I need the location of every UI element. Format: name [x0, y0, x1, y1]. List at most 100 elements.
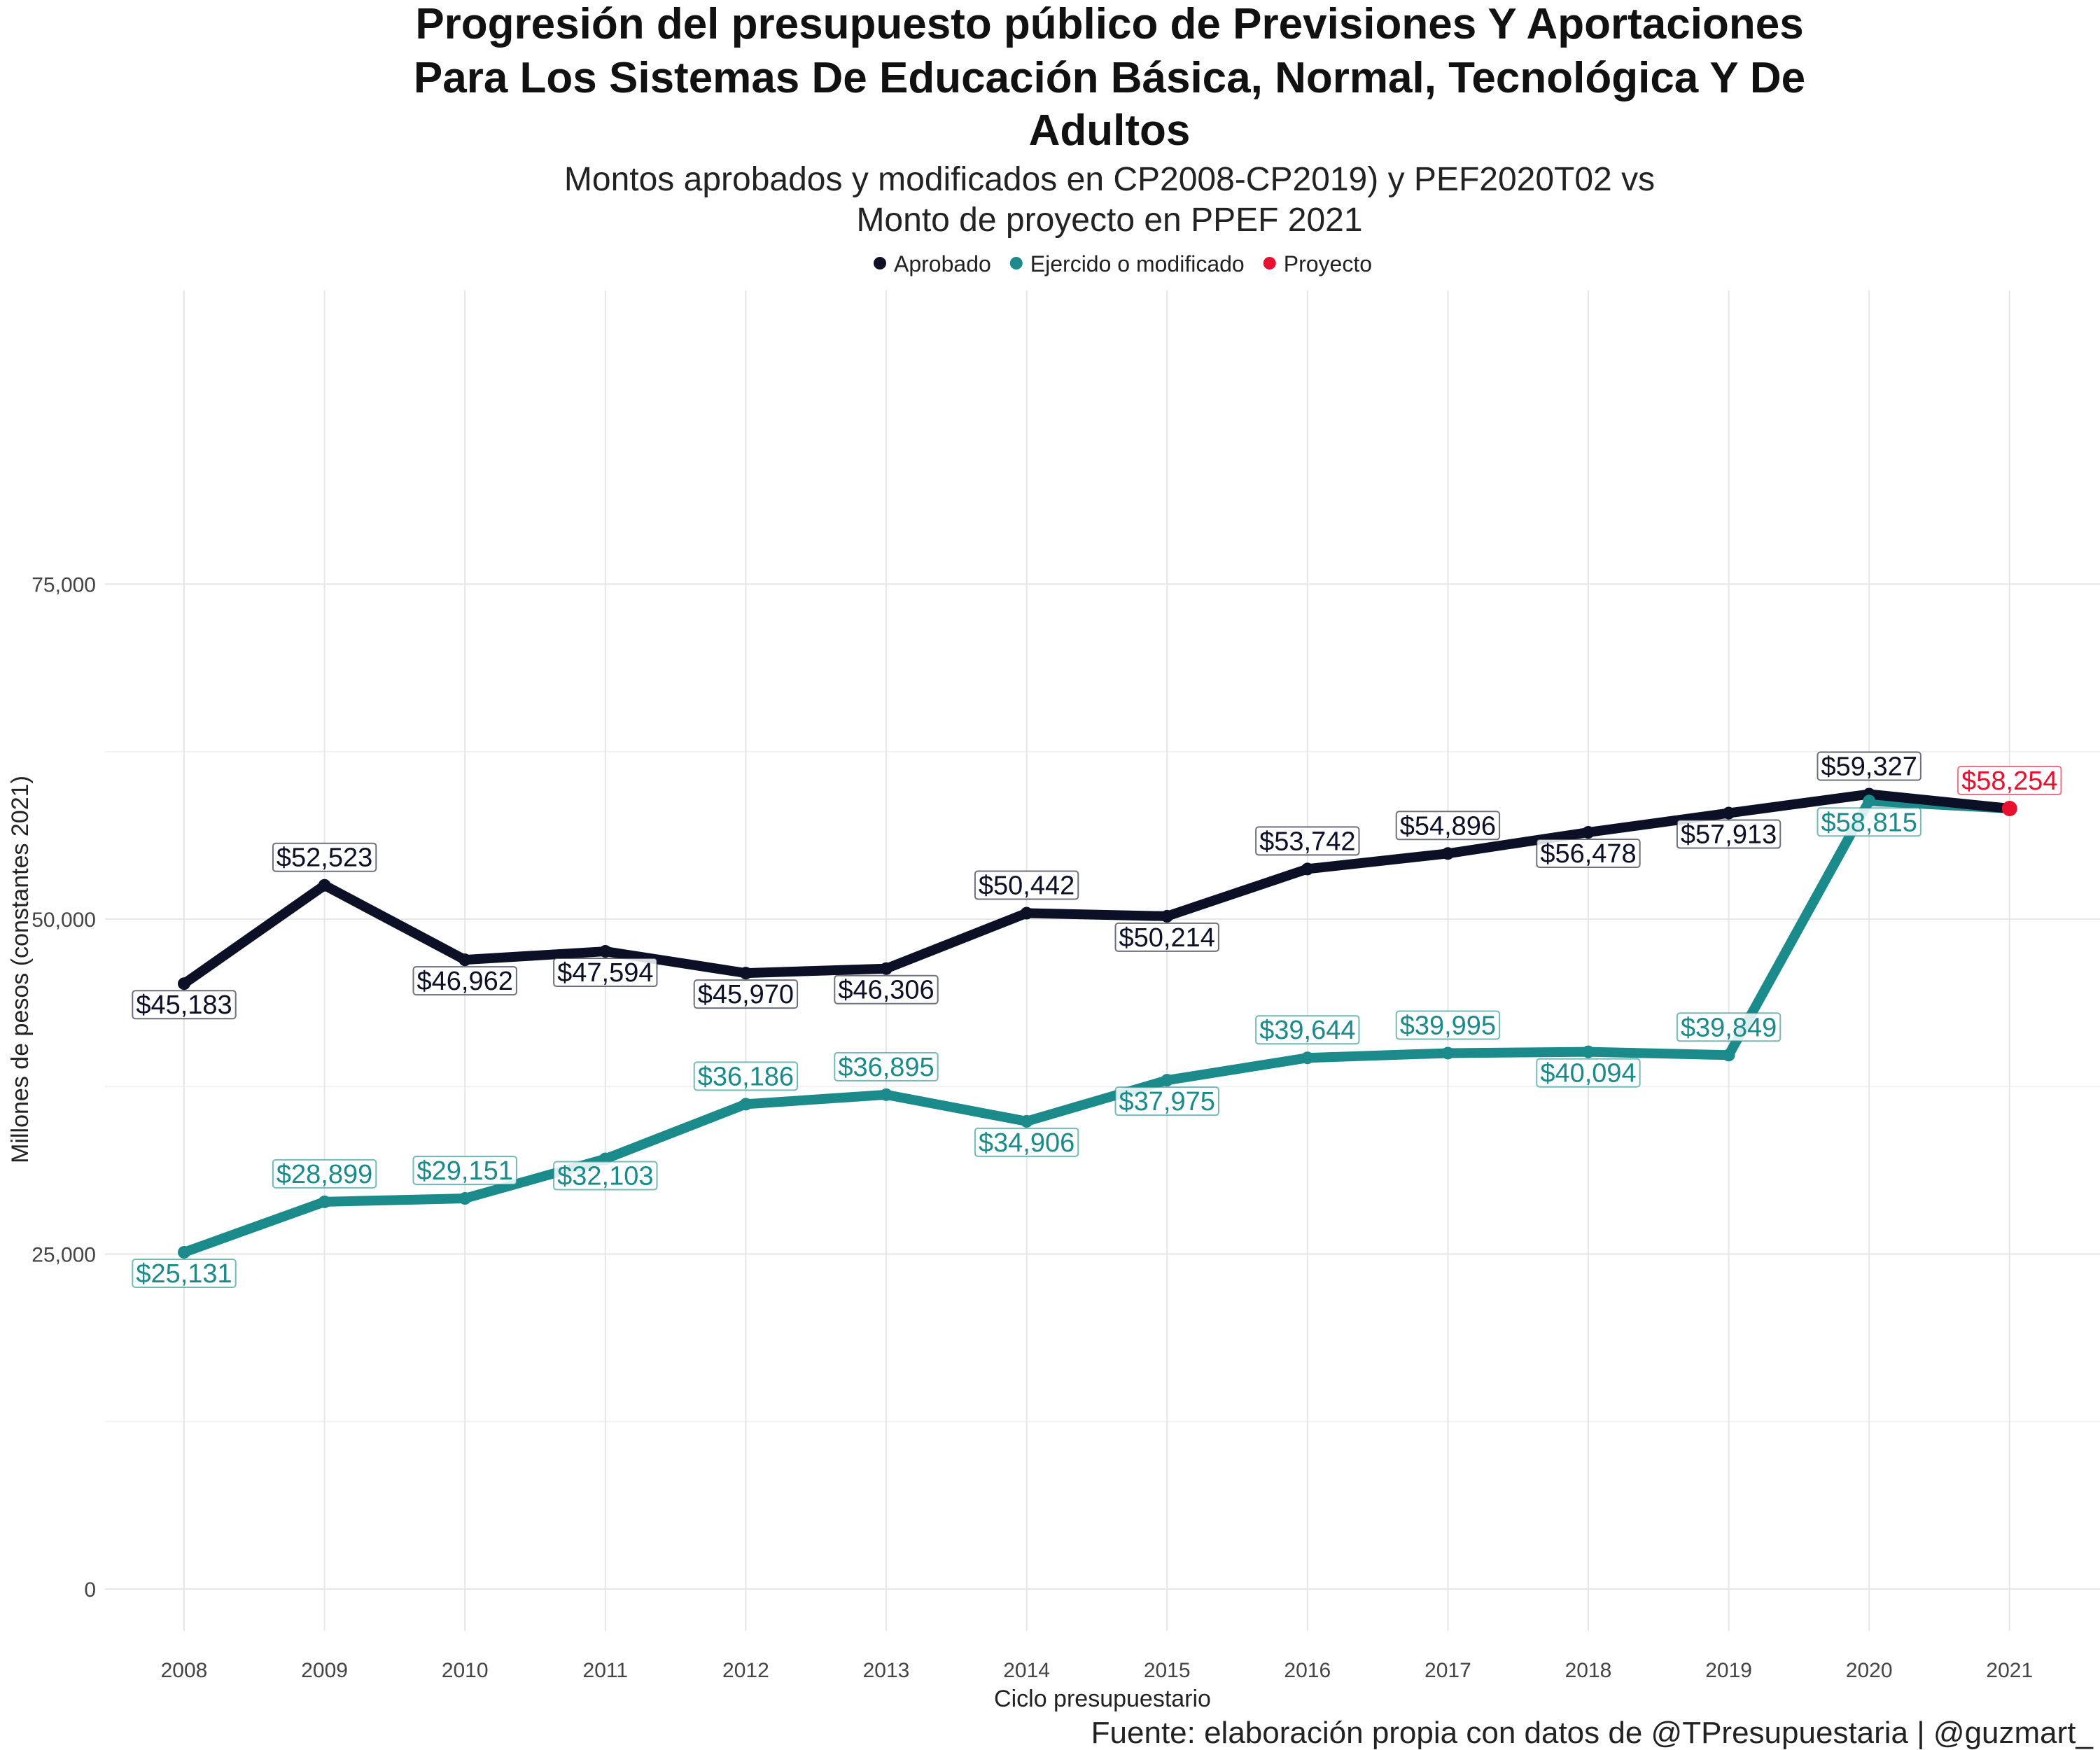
y-tick-label: 25,000 [31, 1244, 96, 1267]
chart-title: Progresión del presupuesto público de Pr… [414, 0, 1805, 155]
data-point [178, 977, 190, 990]
x-tick-label: 2021 [1986, 1659, 2033, 1682]
data-label-text: $25,131 [136, 1259, 232, 1289]
data-label-text: $29,151 [417, 1156, 513, 1186]
data-point [1441, 1046, 1455, 1060]
x-tick-label: 2015 [1144, 1659, 1191, 1682]
data-label-box [834, 1051, 939, 1082]
chart-subtitle-line-1: Montos aprobados y modificados en CP2008… [564, 161, 1655, 198]
data-label-box [1395, 1010, 1501, 1040]
data-label-text: $36,186 [698, 1062, 794, 1091]
chart-title-line-3: Adultos [1029, 106, 1191, 155]
data-point [458, 1192, 472, 1205]
data-point [1020, 906, 1033, 920]
data-label: $59,327 [1816, 751, 1921, 781]
data-label: $46,306 [834, 974, 939, 1005]
series-points [178, 788, 2017, 1259]
data-label: $37,975 [1114, 1086, 1219, 1116]
data-label-box [1957, 766, 2062, 796]
data-label-text: $50,214 [1119, 923, 1215, 953]
data-point [1301, 862, 1314, 876]
data-label: $36,186 [693, 1061, 799, 1091]
data-label: $32,103 [553, 1161, 658, 1191]
data-label: $29,151 [412, 1156, 517, 1186]
data-label-box [553, 958, 658, 988]
data-label-text: $53,742 [1259, 827, 1355, 856]
y-axis: 0 25,000 50,000 75,000 [31, 574, 96, 1602]
data-label-box [412, 966, 517, 996]
legend: Aprobado Ejercido o modificado Proyecto [874, 251, 1372, 276]
data-label-box [1114, 922, 1219, 952]
data-label: $58,254 [1957, 766, 2062, 796]
data-label: $45,970 [693, 979, 799, 1009]
data-label-box [834, 974, 939, 1004]
y-tick-label: 75,000 [31, 574, 96, 597]
data-label-box [974, 1127, 1079, 1157]
data-label-box [1676, 1012, 1782, 1042]
y-tick-label: 50,000 [31, 909, 96, 932]
x-tick-label: 2009 [301, 1659, 348, 1682]
data-label-box [1255, 1015, 1360, 1045]
data-label-box [1816, 751, 1921, 781]
data-label-text: $54,896 [1400, 811, 1496, 841]
data-point [1441, 847, 1455, 860]
data-label-box [1816, 807, 1921, 837]
data-label-box [412, 1156, 517, 1186]
data-point [739, 1098, 752, 1111]
data-label-text: $47,594 [557, 958, 653, 988]
x-tick-label: 2013 [863, 1659, 910, 1682]
data-point [880, 962, 892, 975]
data-label-text: $57,913 [1681, 820, 1777, 850]
data-label: $36,895 [834, 1051, 939, 1082]
data-label: $45,183 [132, 990, 237, 1020]
data-point [2001, 801, 2017, 817]
legend-key [1009, 257, 1023, 270]
data-label-text: $28,899 [276, 1160, 372, 1189]
data-label: $47,594 [553, 958, 658, 988]
data-label-box [1536, 839, 1641, 869]
data-label-box [272, 1158, 377, 1189]
data-point [1020, 1114, 1033, 1128]
data-label-text: $58,254 [1961, 766, 2057, 796]
data-label-box [1676, 819, 1782, 849]
data-label-text: $39,995 [1400, 1011, 1496, 1040]
data-label-text: $39,644 [1259, 1016, 1355, 1045]
data-label-text: $36,895 [838, 1053, 934, 1082]
x-tick-label: 2008 [161, 1659, 208, 1682]
data-label: $52,523 [272, 842, 377, 873]
y-axis-title: Millones de pesos (constantes 2021) [7, 776, 34, 1163]
data-point [1301, 1051, 1314, 1065]
data-label: $50,442 [974, 870, 1079, 901]
data-label: $34,906 [974, 1127, 1079, 1158]
data-point [739, 967, 752, 980]
data-label-text: $34,906 [979, 1128, 1074, 1158]
data-label-box [553, 1161, 658, 1191]
data-label-text: $32,103 [557, 1162, 653, 1191]
data-label-box [272, 842, 377, 872]
data-label-text: $52,523 [276, 844, 372, 873]
data-label-text: $59,327 [1821, 752, 1917, 781]
data-label-box [132, 1258, 237, 1288]
data-point [880, 1088, 892, 1101]
x-tick-label: 2010 [442, 1659, 489, 1682]
x-tick-label: 2016 [1284, 1659, 1331, 1682]
data-point [1582, 1045, 1595, 1058]
data-label-text: $40,094 [1540, 1059, 1636, 1088]
data-label-text: $50,442 [979, 872, 1074, 901]
data-label: $46,962 [412, 966, 517, 996]
data-label-box [693, 1061, 799, 1091]
legend-label: Proyecto [1284, 251, 1372, 276]
x-axis-title: Ciclo presupuestario [994, 1686, 1211, 1712]
caption: Fuente: elaboración propia con datos de … [1091, 1716, 2094, 1750]
data-labels: $45,183 $52,523 $46,962 $47,594 $45,970 $46,3… [132, 751, 2062, 1289]
data-label-box [974, 870, 1079, 900]
data-point [1863, 794, 1876, 808]
data-label: $54,896 [1395, 811, 1501, 841]
data-label: $39,849 [1676, 1012, 1782, 1042]
series-line [1864, 789, 2015, 814]
chart-title-line-1: Progresión del presupuesto público de Pr… [415, 0, 1803, 48]
data-point [1722, 1049, 1735, 1062]
x-tick-label: 2018 [1565, 1659, 1612, 1682]
data-point [598, 945, 612, 958]
